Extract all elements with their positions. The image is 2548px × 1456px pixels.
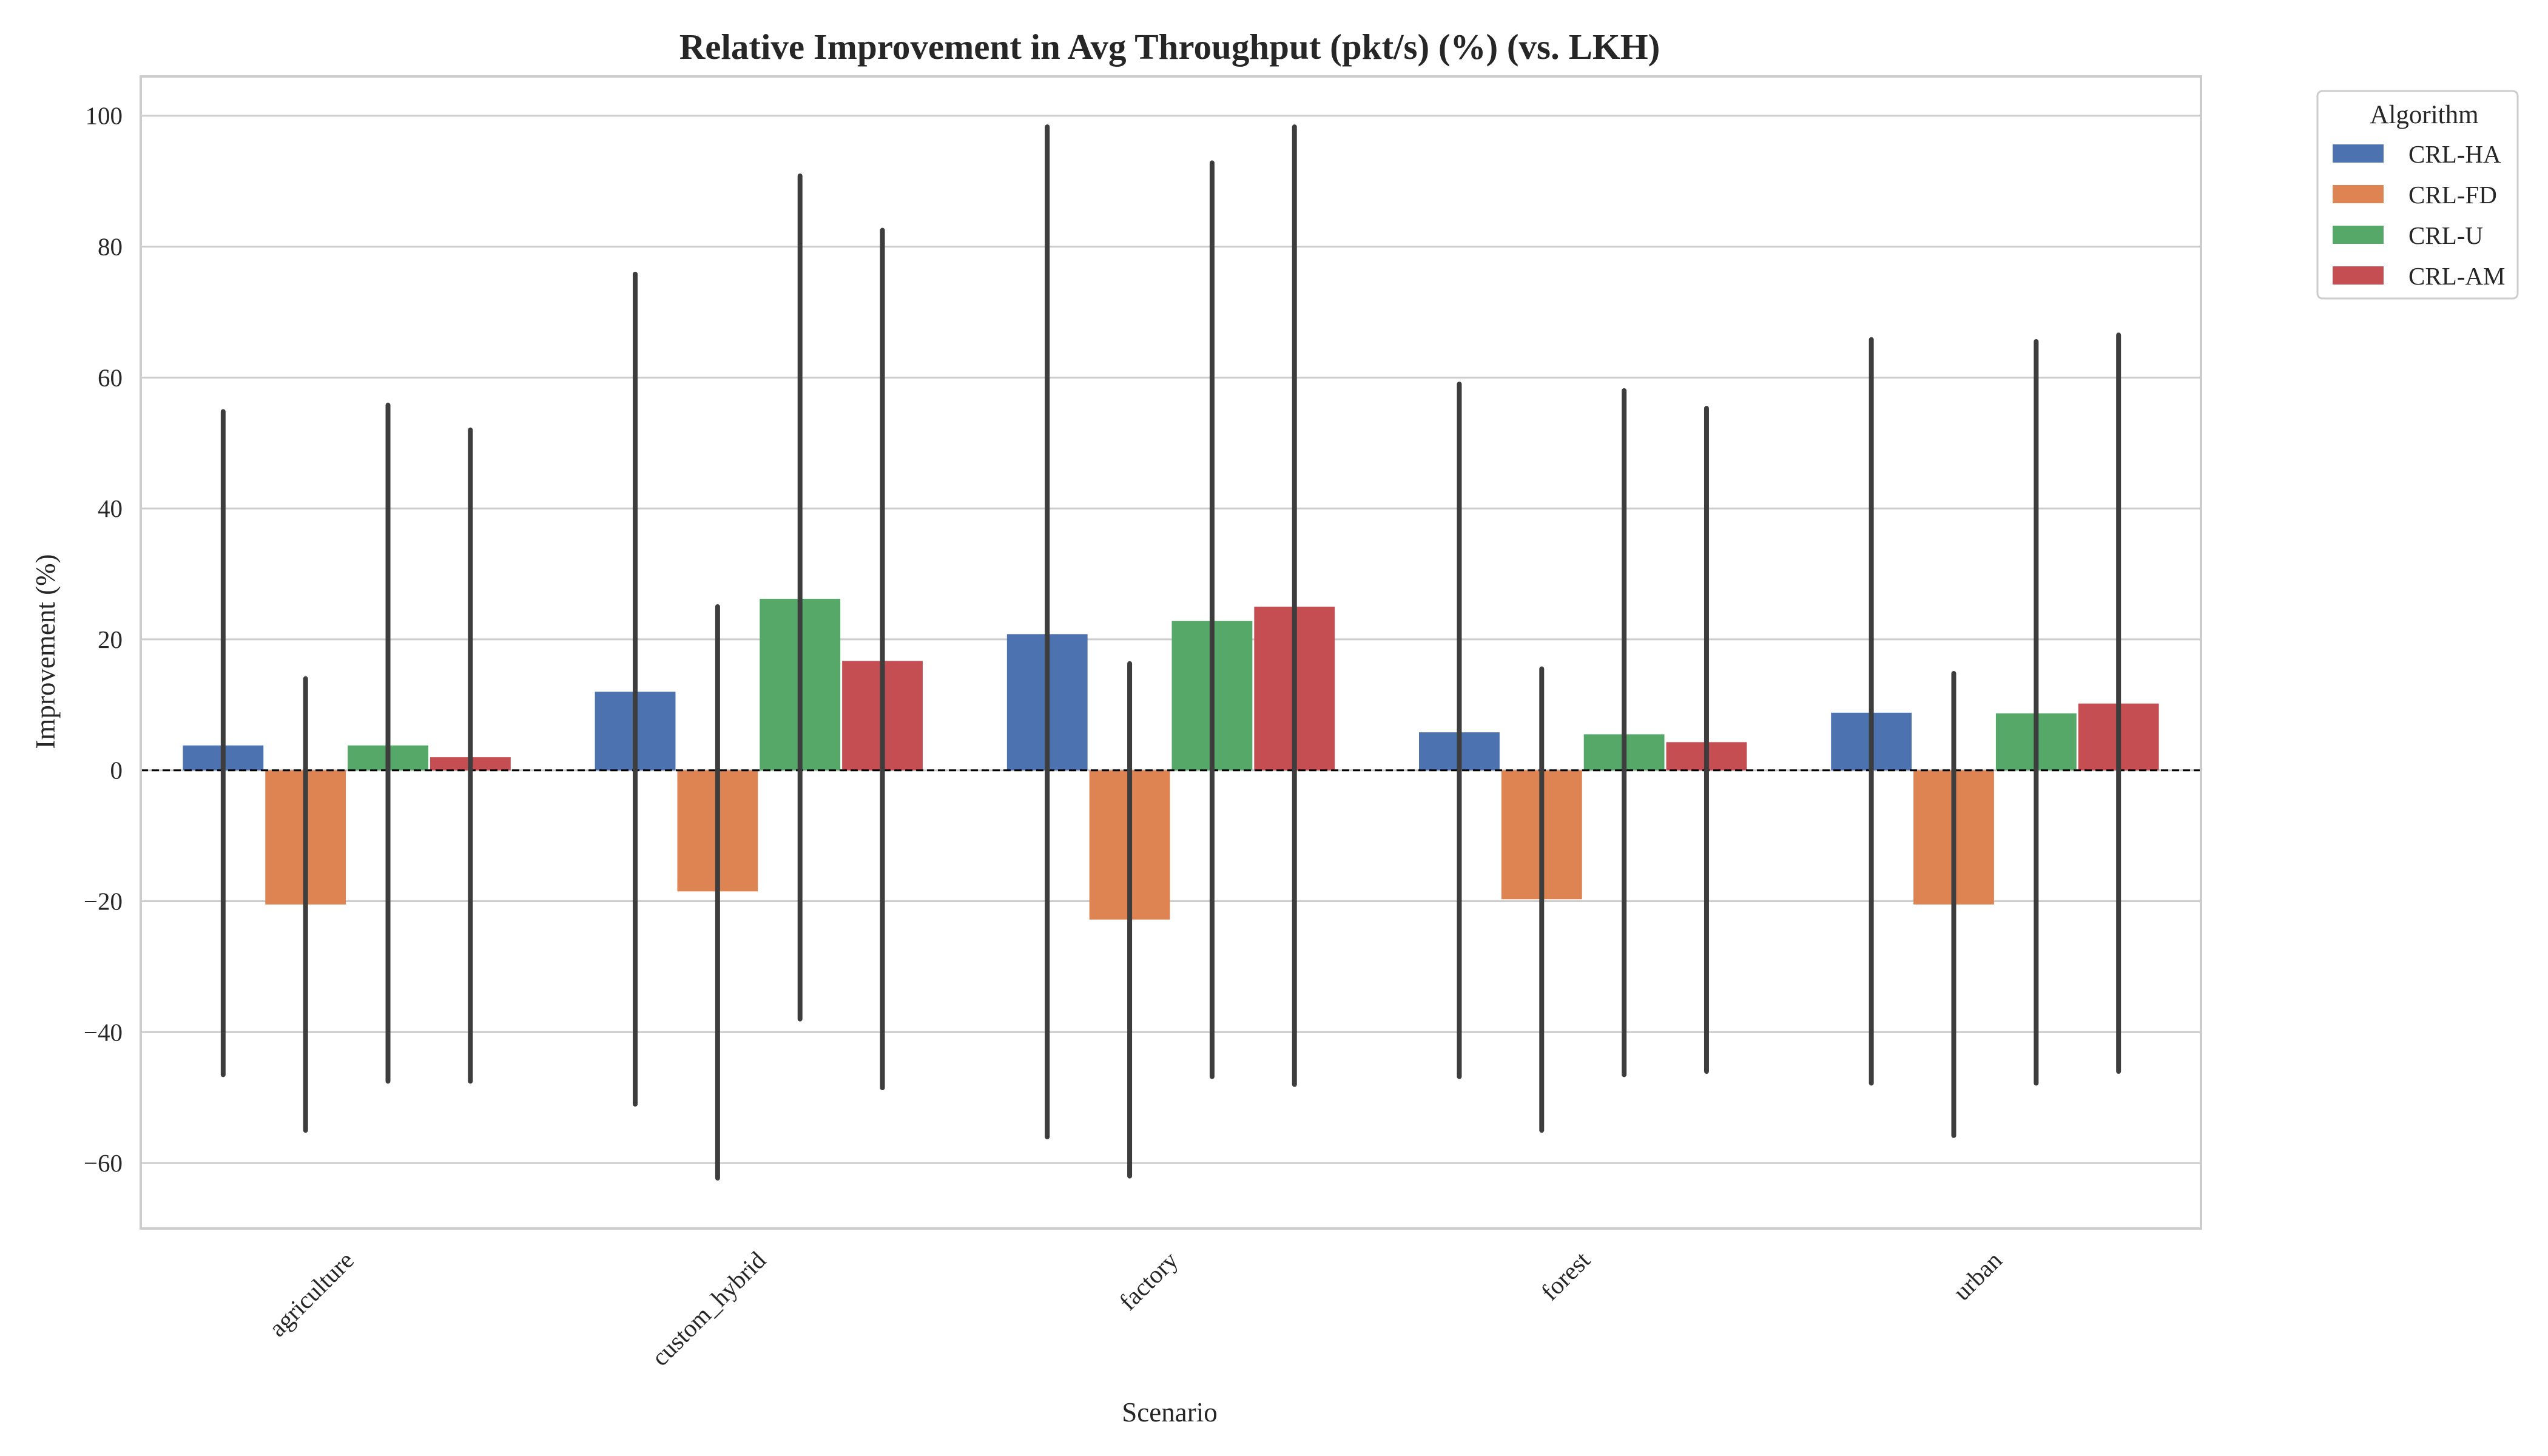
legend-swatch-crl-fd	[2333, 185, 2384, 203]
y-tick-label: 100	[86, 102, 123, 130]
y-tick-label: −60	[84, 1149, 123, 1177]
legend-label-crl-fd: CRL-FD	[2408, 181, 2497, 209]
y-tick-labels: −60 −40 −20 0 20 40 60 80 100	[84, 102, 123, 1177]
y-tick-label: 20	[98, 625, 123, 653]
y-tick-label: −40	[84, 1018, 123, 1046]
error-bars	[220, 124, 2122, 1181]
legend-swatch-crl-ha	[2333, 144, 2384, 163]
x-axis-label: Scenario	[1122, 1397, 1217, 1427]
y-tick-label: 80	[98, 233, 123, 261]
legend-label-crl-am: CRL-AM	[2408, 262, 2505, 290]
y-axis-label: Improvement (%)	[30, 554, 61, 749]
chart-title: Relative Improvement in Avg Throughput (…	[679, 27, 1660, 67]
legend: Algorithm CRL-HA CRL-FD CRL-U CRL-AM	[2316, 90, 2519, 300]
y-tick-label: 0	[110, 757, 123, 784]
y-tick-label: 40	[98, 494, 123, 522]
plot-frame	[140, 75, 2202, 1230]
y-tick-label: 60	[98, 363, 123, 391]
legend-label-crl-ha: CRL-HA	[2408, 140, 2501, 168]
legend-swatch-crl-u	[2333, 226, 2384, 244]
legend-frame	[2316, 90, 2519, 300]
legend-swatch-crl-am	[2333, 266, 2384, 285]
legend-title: Algorithm	[2370, 101, 2478, 129]
y-tick-label: −20	[84, 888, 123, 915]
legend-label-crl-u: CRL-U	[2408, 221, 2483, 249]
